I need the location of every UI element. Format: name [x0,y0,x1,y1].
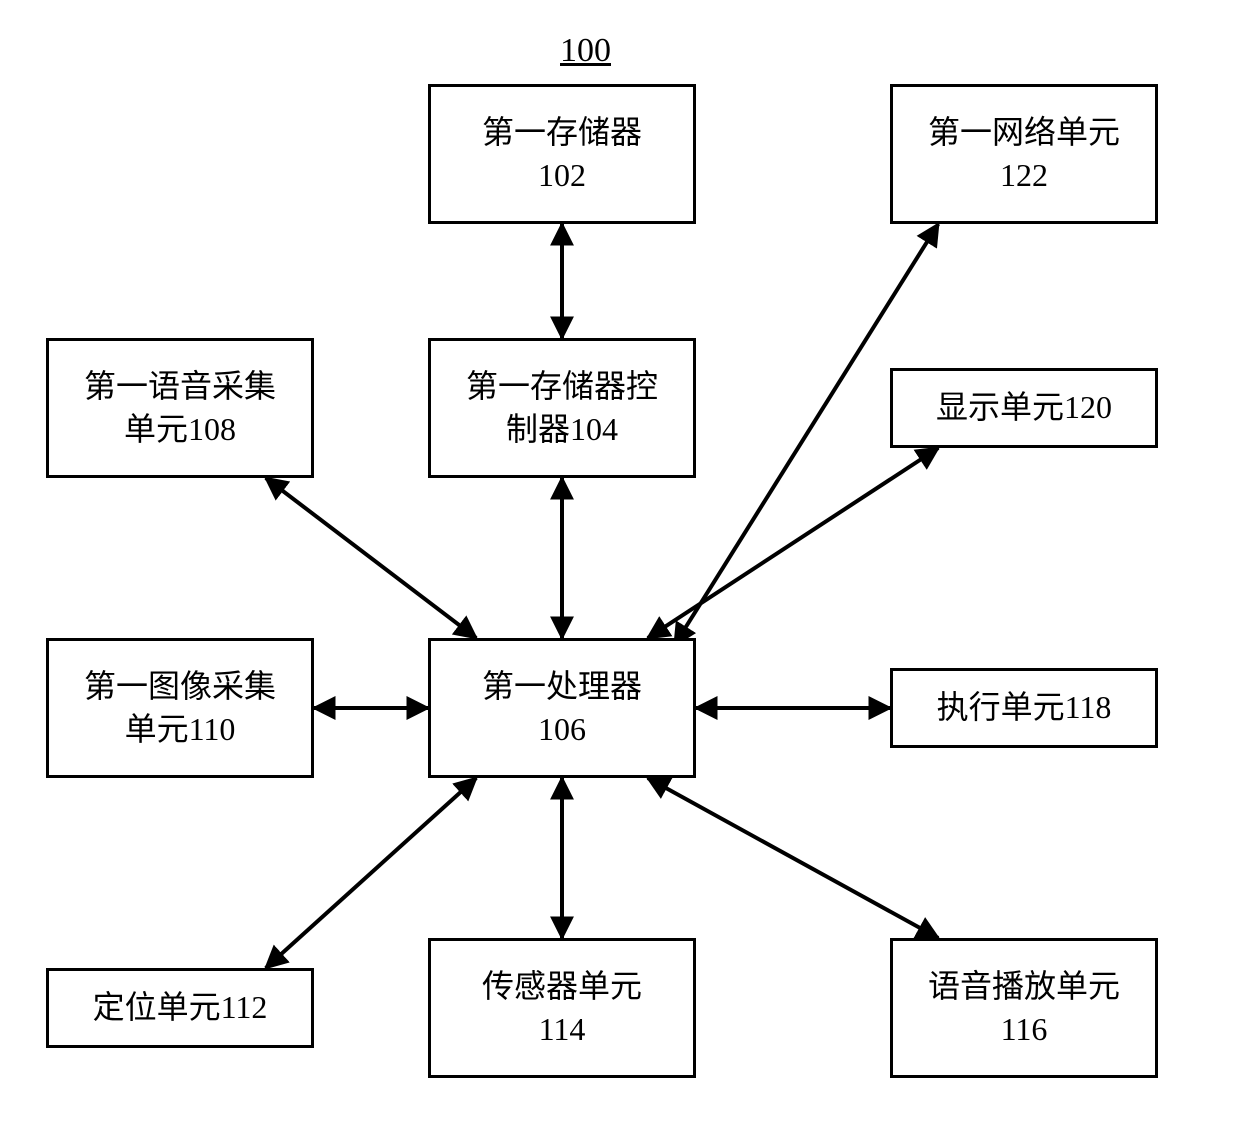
node-n110: 第一图像采集单元110 [46,638,314,778]
node-n108: 第一语音采集单元108 [46,338,314,478]
edge-n116-n106 [648,778,938,938]
node-n106: 第一处理器106 [428,638,696,778]
node-n120: 显示单元120 [890,368,1158,448]
diagram-canvas: 100 第一存储器102 第一网络单元122 第一语音采集单元108 第一存储器控制器… [0,0,1240,1146]
node-n122: 第一网络单元122 [890,84,1158,224]
node-n116: 语音播放单元116 [890,938,1158,1078]
node-n114: 传感器单元114 [428,938,696,1078]
node-n112: 定位单元112 [46,968,314,1048]
node-n118: 执行单元118 [890,668,1158,748]
node-n102: 第一存储器102 [428,84,696,224]
diagram-title: 100 [560,32,611,70]
node-n104: 第一存储器控制器104 [428,338,696,478]
edge-n108-n106 [266,478,476,638]
